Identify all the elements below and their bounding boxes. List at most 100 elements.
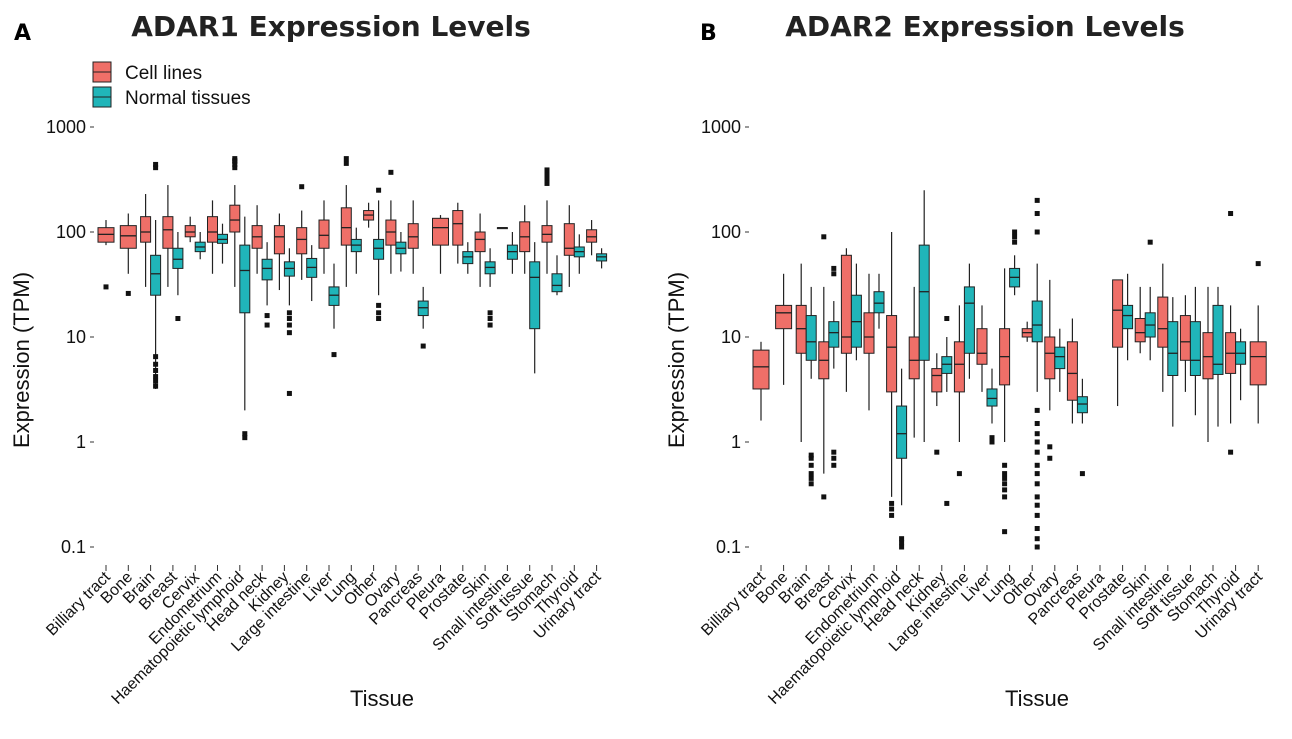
- box-cell-lines-endometrium: [207, 216, 218, 243]
- box-normal-tissues-haematopoietic-lymphoid: [239, 244, 251, 314]
- outlier-cell-lines-lung: [343, 156, 349, 162]
- outlier-normal-tissues-other: [1034, 211, 1040, 217]
- box-normal-tissues-liver: [986, 388, 998, 407]
- outlier-cell-lines-kidney: [934, 449, 940, 455]
- outlier-normal-tissues-brain: [153, 161, 159, 167]
- box-cell-lines-bone: [775, 304, 793, 330]
- outlier-normal-tissues-brain: [808, 462, 814, 468]
- box-cell-lines-kidney: [273, 225, 285, 255]
- outlier-cell-lines-breast: [821, 234, 827, 240]
- legend-label-cell-lines: Cell lines: [125, 63, 202, 84]
- box-normal-tissues-kidney: [941, 356, 953, 374]
- y-tick-label: 1000: [701, 117, 741, 137]
- outlier-normal-tissues-other: [1034, 494, 1040, 500]
- chart-title-b: ADAR2 Expression Levels: [785, 10, 1185, 43]
- outlier-normal-tissues-breast: [831, 265, 837, 271]
- outlier-normal-tissues-haematopoietic-lymphoid: [899, 536, 905, 542]
- outlier-cell-lines-billiary-tract: [103, 284, 109, 290]
- box-cell-lines-cervix: [840, 254, 852, 354]
- box-cell-lines-breast: [162, 216, 174, 249]
- box-cell-lines-billiary-tract: [752, 349, 770, 390]
- outlier-normal-tissues-head-neck: [264, 313, 270, 319]
- outlier-cell-lines-ovary: [1047, 455, 1053, 461]
- box-cell-lines-head-neck: [908, 336, 920, 380]
- box-normal-tissues-breast: [828, 321, 840, 348]
- box-cell-lines-kidney: [931, 368, 943, 393]
- box-normal-tissues-prostate: [462, 251, 474, 265]
- outlier-normal-tissues-kidney: [944, 500, 950, 506]
- x-tick-label-billiary-tract: Billiary tract: [698, 568, 769, 639]
- outlier-cell-lines-large-intestine: [956, 471, 962, 477]
- outlier-normal-tissues-other: [1034, 439, 1040, 445]
- outlier-normal-tissues-other: [376, 316, 382, 322]
- box-cell-lines-haematopoietic-lymphoid: [229, 204, 241, 233]
- outlier-cell-lines-lung: [1002, 471, 1008, 477]
- outlier-cell-lines-lung: [1002, 475, 1008, 481]
- outlier-cell-lines-haematopoietic-lymphoid: [889, 512, 895, 518]
- box-normal-tissues-prostate: [1122, 304, 1134, 330]
- box-normal-tissues-haematopoietic-lymphoid: [896, 405, 908, 459]
- box-normal-tissues-brain: [150, 254, 162, 296]
- outlier-normal-tissues-brain: [153, 383, 159, 389]
- box-cell-lines-large-intestine: [953, 341, 965, 393]
- outlier-cell-lines-bone: [125, 290, 131, 296]
- outlier-normal-tissues-skin: [1147, 239, 1153, 245]
- outlier-normal-tissues-pancreas: [420, 343, 426, 349]
- box-cell-lines-skin: [474, 231, 486, 253]
- outlier-cell-lines-haematopoietic-lymphoid: [232, 158, 238, 164]
- box-cell-lines-pancreas: [1066, 341, 1078, 401]
- outlier-cell-lines-lung: [343, 160, 349, 166]
- outlier-normal-tissues-other: [1034, 431, 1040, 437]
- box-normal-tissues-head-neck: [918, 244, 930, 361]
- box-cell-lines-lung: [340, 207, 352, 246]
- box-cell-lines-urinary-tract: [1249, 341, 1267, 386]
- outlier-normal-tissues-other: [1034, 462, 1040, 468]
- outlier-cell-lines-stomach: [544, 175, 550, 181]
- box-cell-lines-prostate: [452, 210, 464, 246]
- legend: Cell lines Normal tissues: [92, 61, 251, 109]
- outlier-cell-lines-lung: [1002, 481, 1008, 487]
- y-tick-label: 100: [56, 222, 86, 242]
- outlier-normal-tissues-other: [1034, 526, 1040, 532]
- outlier-normal-tissues-breast: [831, 449, 837, 455]
- outlier-normal-tissues-skin: [487, 316, 493, 322]
- box-normal-tissues-soft-tissue: [529, 261, 541, 330]
- outlier-cell-lines-breast: [821, 494, 827, 500]
- outlier-cell-lines-lung: [1002, 529, 1008, 535]
- box-cell-lines-ovary: [1044, 336, 1056, 380]
- outlier-cell-lines-stomach: [544, 167, 550, 173]
- box-cell-lines-urinary-tract: [586, 229, 598, 243]
- outlier-cell-lines-lung: [1002, 462, 1008, 468]
- outlier-cell-lines-lung: [1002, 494, 1008, 500]
- outlier-normal-tissues-brain: [153, 354, 159, 360]
- box-normal-tissues-endometrium: [873, 291, 885, 314]
- outlier-cell-lines-stomach: [544, 177, 550, 183]
- box-normal-tissues-ovary: [1054, 346, 1066, 370]
- box-normal-tissues-pancreas: [1076, 396, 1088, 414]
- outlier-normal-tissues-breast: [831, 455, 837, 461]
- outlier-normal-tissues-brain: [153, 374, 159, 380]
- box-cell-lines-small-intestine: [1157, 296, 1169, 348]
- outlier-normal-tissues-lung: [1012, 229, 1018, 235]
- box-cell-lines-soft-tissue: [1179, 315, 1191, 361]
- box-cell-lines-liver: [318, 219, 330, 249]
- outlier-normal-tissues-lung: [1012, 234, 1018, 240]
- outlier-normal-tissues-liver: [989, 435, 995, 441]
- outlier-cell-lines-haematopoietic-lymphoid: [889, 500, 895, 506]
- panel-label-b: B: [700, 21, 717, 46]
- outlier-normal-tissues-brain: [153, 361, 159, 367]
- box-normal-tissues-other: [373, 238, 385, 260]
- outlier-normal-tissues-breast: [175, 316, 181, 322]
- box-cell-lines-liver: [976, 328, 988, 365]
- box-cell-lines-large-intestine: [296, 227, 308, 255]
- box-normal-tissues-small-intestine: [1167, 321, 1179, 376]
- box-cell-lines-prostate: [1112, 279, 1124, 348]
- y-axis-title-a: Expression (TPM): [9, 272, 34, 448]
- box-normal-tissues-stomach: [551, 273, 563, 293]
- outlier-normal-tissues-other: [1034, 449, 1040, 455]
- box-cell-lines-stomach: [1202, 332, 1214, 380]
- y-tick-label: 100: [711, 222, 741, 242]
- box-cell-lines-cervix: [184, 225, 196, 238]
